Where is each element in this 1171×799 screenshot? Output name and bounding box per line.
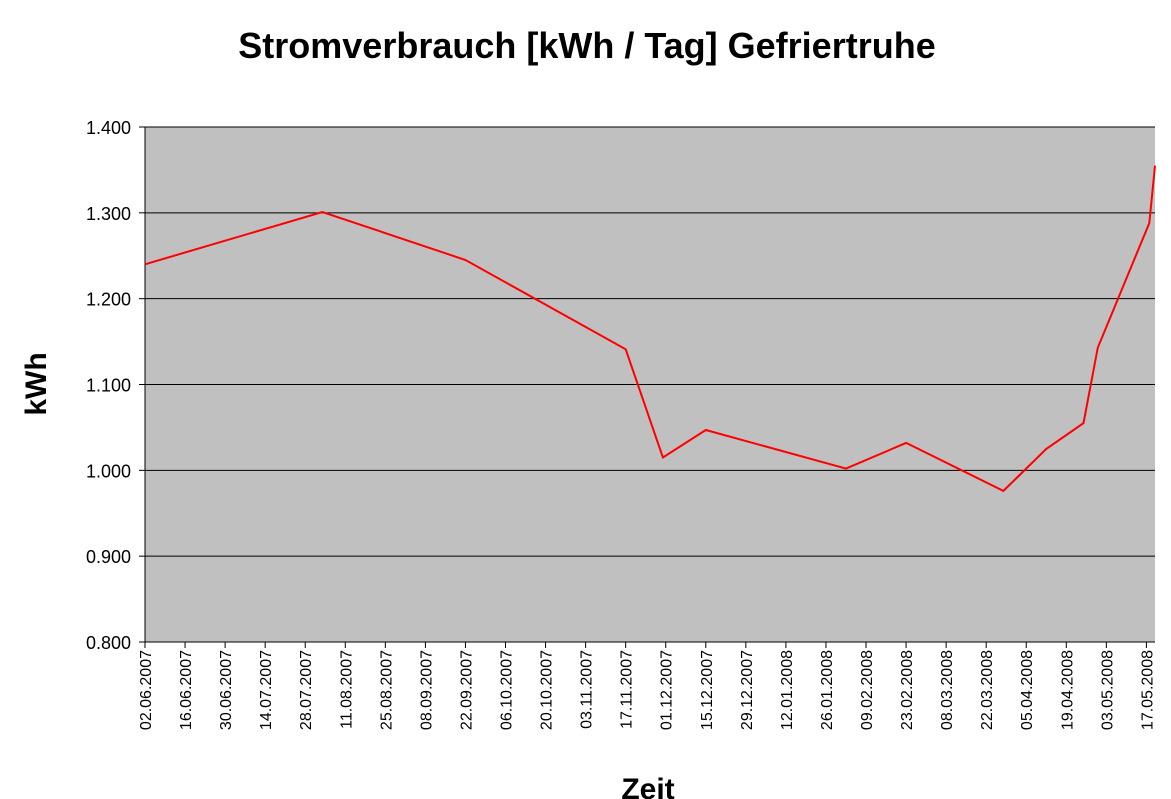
x-tick-label: 17.05.2008 bbox=[1139, 650, 1156, 730]
y-tick-label: 1.200 bbox=[86, 290, 131, 310]
y-tick-label: 1.300 bbox=[86, 204, 131, 224]
x-tick-label: 14.07.2007 bbox=[258, 650, 275, 730]
x-tick-label: 22.03.2008 bbox=[979, 650, 996, 730]
x-tick-label: 22.09.2007 bbox=[458, 650, 475, 730]
y-tick-label: 0.900 bbox=[86, 547, 131, 567]
chart-title: Stromverbrauch [kWh / Tag] Gefriertruhe bbox=[238, 25, 935, 66]
x-tick-label: 05.04.2008 bbox=[1019, 650, 1036, 730]
x-tick-label: 30.06.2007 bbox=[218, 650, 235, 730]
x-tick-label: 12.01.2008 bbox=[779, 650, 796, 730]
x-tick-label: 19.04.2008 bbox=[1059, 650, 1076, 730]
y-axis: 0.800 0.900 1.000 1.100 1.200 1.300 1.400 bbox=[86, 118, 146, 653]
x-axis: 02.06.2007 16.06.2007 30.06.2007 14.07.2007… bbox=[138, 641, 1156, 730]
x-tick-label: 16.06.2007 bbox=[178, 650, 195, 730]
y-axis-title: kWh bbox=[20, 352, 53, 415]
x-tick-label: 02.06.2007 bbox=[138, 650, 155, 730]
y-tick-label: 0.800 bbox=[86, 633, 131, 653]
x-tick-label: 25.08.2007 bbox=[378, 650, 395, 730]
x-tick-label: 06.10.2007 bbox=[499, 650, 516, 730]
x-tick-label: 09.02.2008 bbox=[859, 650, 876, 730]
x-tick-label: 26.01.2008 bbox=[819, 650, 836, 730]
x-tick-label: 20.10.2007 bbox=[539, 650, 556, 730]
x-tick-label: 03.05.2008 bbox=[1099, 650, 1116, 730]
x-axis-title: Zeit bbox=[621, 773, 674, 799]
x-tick-label: 29.12.2007 bbox=[739, 650, 756, 730]
y-tick-label: 1.400 bbox=[86, 118, 131, 138]
x-tick-label: 23.02.2008 bbox=[899, 650, 916, 730]
x-tick-label: 28.07.2007 bbox=[298, 650, 315, 730]
x-tick-label: 11.08.2007 bbox=[338, 650, 355, 729]
x-tick-label: 08.09.2007 bbox=[418, 650, 435, 730]
x-tick-label: 01.12.2007 bbox=[659, 650, 676, 730]
x-tick-label: 15.12.2007 bbox=[699, 650, 716, 730]
x-tick-label: 03.11.2007 bbox=[579, 650, 596, 729]
x-tick-label: 17.11.2007 bbox=[619, 650, 636, 729]
series-group bbox=[144, 165, 1156, 493]
series-line bbox=[144, 165, 1156, 493]
y-tick-label: 1.000 bbox=[86, 461, 131, 481]
x-tick-label: 08.03.2008 bbox=[939, 650, 956, 730]
y-tick-label: 1.100 bbox=[86, 376, 131, 396]
